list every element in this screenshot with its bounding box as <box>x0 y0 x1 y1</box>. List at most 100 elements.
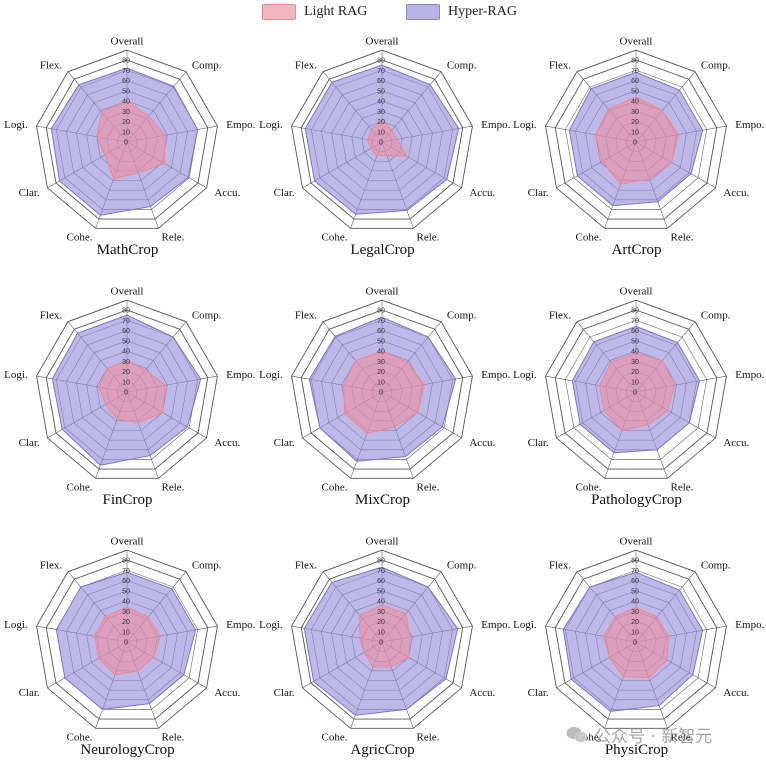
axis-label-empo: Empo. <box>481 369 510 381</box>
tick-label-80: 80 <box>377 308 385 315</box>
axis-label-clar: Clar. <box>528 437 549 449</box>
axis-label-overall: Overall <box>366 286 399 298</box>
tick-label-30: 30 <box>631 609 639 616</box>
tick-label-50: 50 <box>377 88 385 95</box>
chart-title-neurologycrop: NeurologyCrop <box>80 742 175 758</box>
axis-label-accu: Accu. <box>214 437 240 449</box>
axis-label-flex: Flex. <box>549 309 572 321</box>
tick-label-30: 30 <box>377 109 385 116</box>
axis-label-cohe: Cohe. <box>67 231 93 243</box>
axis-label-overall: Overall <box>620 36 653 48</box>
tick-label-60: 60 <box>631 578 639 585</box>
axis-label-empo: Empo. <box>226 119 255 131</box>
axis-label-accu: Accu. <box>214 687 240 699</box>
tick-label-0: 0 <box>633 640 637 647</box>
axis-label-cohe: Cohe. <box>322 481 348 493</box>
grid-ring-80 <box>45 309 209 470</box>
tick-label-20: 20 <box>631 619 639 626</box>
legend-item-light-rag: Light RAG <box>262 3 367 21</box>
radar-chart-physicrop: 0 10 20 30 40 50 60 70 80 Overall Comp. Empo. Accu. R… <box>513 536 764 744</box>
tick-label-40: 40 <box>631 349 639 356</box>
tick-label-50: 50 <box>122 88 130 95</box>
radar-chart-artcrop: 0 10 20 30 40 50 60 70 80 Overall Comp. Empo. Accu. R… <box>513 36 764 244</box>
axis-label-flex: Flex. <box>40 309 63 321</box>
axis-label-flex: Flex. <box>40 559 63 571</box>
axis-label-rele: Rele. <box>416 481 439 493</box>
axis-label-logi: Logi. <box>259 369 283 381</box>
tick-label-0: 0 <box>124 640 128 647</box>
series-area-light-rag <box>603 606 669 679</box>
watermark: 公众号 · 新智元 <box>566 722 712 747</box>
axis-label-accu: Accu. <box>723 437 749 449</box>
tick-label-80: 80 <box>377 558 385 565</box>
grid-ring-80 <box>554 59 718 220</box>
axis-label-empo: Empo. <box>481 619 510 631</box>
tick-label-80: 80 <box>377 58 385 65</box>
radar-panel-legalcrop: 0 10 20 30 40 50 60 70 80 Overall Comp. Empo. Accu. R… <box>255 0 510 258</box>
axis-label-rele: Rele. <box>416 731 439 743</box>
axis-label-flex: Flex. <box>549 59 572 71</box>
axis-label-comp: Comp. <box>701 559 731 571</box>
axis-label-clar: Clar. <box>528 687 549 699</box>
tick-label-20: 20 <box>377 369 385 376</box>
chart-title-pathologycrop: PathologyCrop <box>591 492 682 508</box>
axis-label-clar: Clar. <box>274 187 295 199</box>
tick-label-10: 10 <box>122 129 130 136</box>
tick-label-50: 50 <box>377 338 385 345</box>
tick-label-40: 40 <box>377 99 385 106</box>
axis-label-comp: Comp. <box>701 309 731 321</box>
grid-ring-70 <box>565 69 707 210</box>
tick-label-40: 40 <box>377 599 385 606</box>
grid-frame <box>291 549 473 729</box>
axis-label-rele: Rele. <box>416 231 439 243</box>
radar-panel-physicrop: 0 10 20 30 40 50 60 70 80 Overall Comp. Empo. Accu. R… <box>509 500 764 758</box>
tick-label-70: 70 <box>377 568 385 575</box>
tick-label-60: 60 <box>631 328 639 335</box>
tick-label-50: 50 <box>631 88 639 95</box>
series-area-light-rag <box>98 359 166 424</box>
radar-chart-legalcrop: 0 10 20 30 40 50 60 70 80 Overall Comp. Empo. Accu. R… <box>259 36 510 244</box>
axis-label-cohe: Cohe. <box>322 231 348 243</box>
series-area-light-rag <box>599 352 675 432</box>
tick-label-40: 40 <box>122 599 130 606</box>
radar-chart-fincrop: 0 10 20 30 40 50 60 70 80 Overall Comp. Empo. Accu. R… <box>4 286 255 494</box>
axis-label-rele: Rele. <box>670 231 693 243</box>
axis-label-empo: Empo. <box>226 619 255 631</box>
tick-label-80: 80 <box>631 308 639 315</box>
tick-label-20: 20 <box>122 119 130 126</box>
tick-label-60: 60 <box>377 328 385 335</box>
tick-label-20: 20 <box>631 119 639 126</box>
legend: Light RAG Hyper-RAG <box>0 0 766 26</box>
axis-label-cohe: Cohe. <box>67 481 93 493</box>
grid-ring-80 <box>45 559 209 720</box>
axis-label-clar: Clar. <box>528 187 549 199</box>
axis-label-clar: Clar. <box>274 437 295 449</box>
axis-label-overall: Overall <box>111 36 144 48</box>
axis-label-accu: Accu. <box>214 187 240 199</box>
axis-label-empo: Empo. <box>735 369 764 381</box>
axis-label-accu: Accu. <box>723 687 749 699</box>
tick-label-70: 70 <box>377 318 385 325</box>
radar-panel-fincrop: 0 10 20 30 40 50 60 70 80 Overall Comp. Empo. Accu. R… <box>0 250 255 508</box>
radar-chart-mixcrop: 0 10 20 30 40 50 60 70 80 Overall Comp. Empo. Accu. R… <box>259 286 510 494</box>
tick-label-60: 60 <box>631 78 639 85</box>
grid-ring-80 <box>300 559 464 720</box>
radar-chart-neurologycrop: 0 10 20 30 40 50 60 70 80 Overall Comp. Empo. Accu. R… <box>4 536 255 744</box>
axis-label-logi: Logi. <box>513 119 537 131</box>
axis-label-clar: Clar. <box>274 687 295 699</box>
axis-label-logi: Logi. <box>513 619 537 631</box>
axis-label-overall: Overall <box>111 286 144 298</box>
axis-label-cohe: Cohe. <box>67 731 93 743</box>
tick-label-30: 30 <box>122 359 130 366</box>
axis-label-flex: Flex. <box>295 309 318 321</box>
grid-frame <box>36 549 218 729</box>
axis-label-logi: Logi. <box>4 369 28 381</box>
grid-ring-80 <box>554 559 718 720</box>
tick-label-0: 0 <box>124 390 128 397</box>
tick-label-40: 40 <box>631 599 639 606</box>
grid-ring-80 <box>300 309 464 470</box>
axis-label-accu: Accu. <box>469 187 495 199</box>
grid-ring-80 <box>300 59 464 220</box>
series-area-light-rag <box>343 350 425 434</box>
tick-label-40: 40 <box>122 99 130 106</box>
